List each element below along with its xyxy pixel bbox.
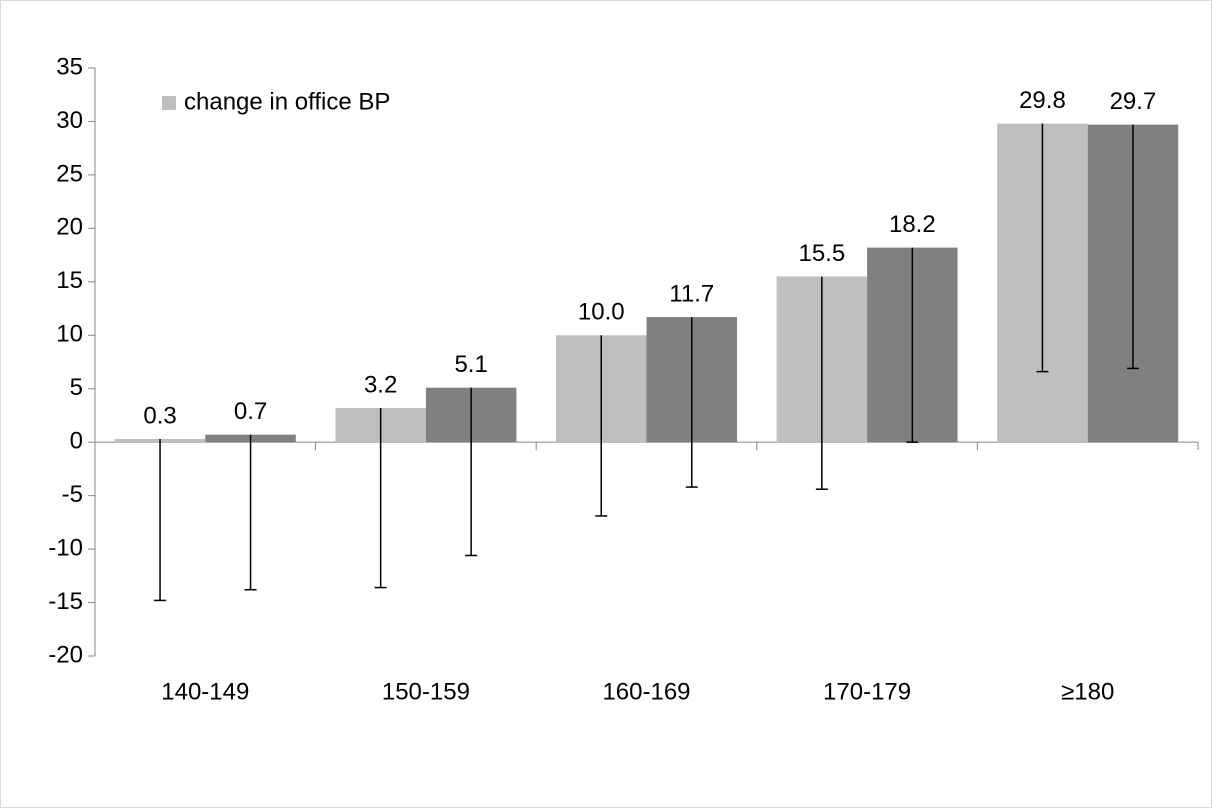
- x-tick-label: 140-149: [161, 678, 249, 705]
- legend-swatch: [162, 96, 176, 110]
- y-tick-label: -10: [48, 534, 83, 561]
- y-tick-label: 30: [56, 107, 83, 134]
- value-label: 0.7: [234, 398, 267, 425]
- y-tick-label: -5: [62, 481, 83, 508]
- y-tick-label: -20: [48, 641, 83, 668]
- legend-label: change in office BP: [184, 88, 390, 115]
- value-label: 18.2: [889, 211, 936, 238]
- value-label: 29.7: [1110, 88, 1157, 115]
- value-label: 29.8: [1019, 87, 1066, 114]
- y-tick-label: 35: [56, 53, 83, 80]
- x-tick-label: 170-179: [823, 678, 911, 705]
- x-tick-label: 160-169: [602, 678, 690, 705]
- value-label: 5.1: [454, 351, 487, 378]
- y-tick-label: 15: [56, 267, 83, 294]
- x-tick-label: 150-159: [382, 678, 470, 705]
- value-label: 11.7: [669, 280, 714, 307]
- y-tick-label: 25: [56, 160, 83, 187]
- value-label: 10.0: [578, 299, 625, 326]
- y-tick-label: -15: [48, 588, 83, 615]
- y-tick-label: 5: [70, 374, 83, 401]
- value-label: 3.2: [364, 371, 397, 398]
- y-tick-label: 10: [56, 321, 83, 348]
- y-tick-label: 20: [56, 214, 83, 241]
- y-tick-label: 0: [70, 428, 83, 455]
- x-tick-label: ≥180: [1061, 678, 1114, 705]
- value-label: 15.5: [798, 240, 845, 267]
- value-label: 0.3: [143, 402, 176, 429]
